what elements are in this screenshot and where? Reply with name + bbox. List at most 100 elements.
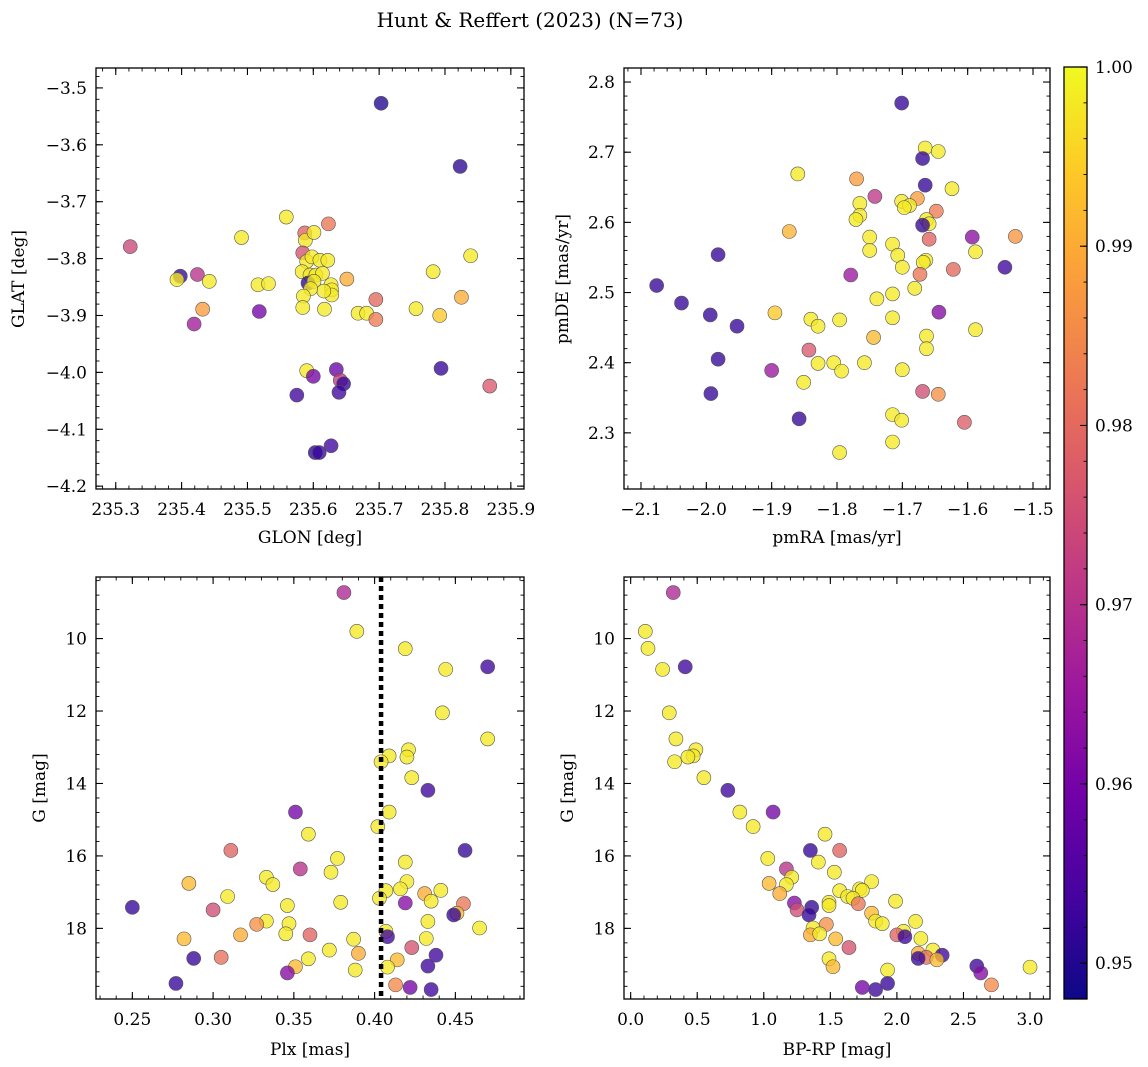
scatter-point <box>330 851 345 866</box>
scatter-point <box>827 864 842 880</box>
scatter-point <box>866 330 881 345</box>
scatter-point <box>825 959 841 975</box>
scatter-point <box>880 962 895 978</box>
scatter-point <box>322 942 337 958</box>
scatter-point <box>921 231 937 247</box>
scatter-point <box>190 267 205 282</box>
scatter-point <box>1022 959 1038 975</box>
scatter-point <box>261 276 276 291</box>
figure-title: Hunt & Reffert (2023) (N=73) <box>377 8 684 32</box>
scatter-point <box>463 248 478 264</box>
y-tick-label: −3.5 <box>46 79 87 99</box>
x-tick-label: 2.0 <box>883 1010 910 1030</box>
scatter-point <box>817 826 833 842</box>
scatter-point <box>702 307 718 323</box>
axes-frame <box>623 576 1051 1000</box>
scatter-point <box>897 929 913 944</box>
y-tick-label: 2.8 <box>588 73 615 93</box>
scatter-point <box>832 445 847 460</box>
x-tick-label: 1.5 <box>817 1010 844 1030</box>
x-tick-label: 3.0 <box>1017 1010 1044 1030</box>
scatter-point <box>677 659 693 675</box>
scatter-point <box>929 203 944 219</box>
scatter-point <box>821 898 837 913</box>
scatter-point <box>760 851 776 866</box>
scatter-point <box>894 412 909 428</box>
scatter-point <box>867 189 883 204</box>
y-tick-label: 16 <box>593 847 615 867</box>
y-tick-label: 14 <box>593 774 615 794</box>
scatter-point <box>380 929 395 944</box>
x-tick-label: 0.40 <box>356 1010 394 1030</box>
x-tick-label: 235.5 <box>223 500 272 520</box>
scatter-point <box>420 958 436 974</box>
scatter-point <box>302 927 318 943</box>
y-tick-label: 16 <box>65 847 87 867</box>
scatter-point <box>423 982 439 997</box>
scatter-point <box>765 804 781 820</box>
scatter-point <box>433 361 449 376</box>
x-tick-label: −2.0 <box>686 500 727 520</box>
x-axis-label: GLON [deg] <box>258 528 362 548</box>
x-tick-label: 0.5 <box>684 1010 711 1030</box>
scatter-point <box>311 445 327 460</box>
scatter-point <box>195 301 210 317</box>
scatter-point <box>169 272 185 287</box>
scatter-point <box>251 304 267 319</box>
scatter-point <box>347 962 363 978</box>
y-tick-label: 10 <box>65 630 87 650</box>
colorbar-tick-label: 0.97 <box>1095 596 1133 616</box>
scatter-point <box>668 731 684 747</box>
x-tick-label: −1.8 <box>816 500 857 520</box>
scatter-point <box>915 151 930 166</box>
scatter-point <box>472 920 487 936</box>
scatter-point <box>919 328 934 344</box>
scatter-point <box>393 881 408 897</box>
scatter-point <box>234 230 249 245</box>
scatter-point <box>454 289 469 305</box>
scatter-point <box>910 951 926 966</box>
scatter-point <box>680 749 696 765</box>
scatter-point <box>869 291 885 307</box>
scatter-point <box>796 375 811 390</box>
scatter-point <box>1008 229 1023 244</box>
y-tick-label: −4.2 <box>46 477 87 497</box>
scatter-point <box>894 95 909 111</box>
scatter-point <box>848 212 864 227</box>
x-tick-label: −2.1 <box>620 500 661 520</box>
panel-proper-motion: −2.1 −2.0 −1.9 −1.8 −1.7 −1.6 −1.5 2.3 2.4 2.5 2.6… <box>553 67 1054 548</box>
scatter-point <box>957 415 972 430</box>
scatter-point <box>388 977 403 993</box>
y-tick-label: 12 <box>593 702 615 722</box>
scatter-point <box>305 369 321 384</box>
scatter-point <box>351 946 366 961</box>
scatter-point <box>220 889 235 904</box>
scatter-point <box>649 278 664 293</box>
y-axis-label: pmDE [mas/yr] <box>553 214 573 344</box>
scatter-point <box>346 931 361 947</box>
x-tick-label: 0.45 <box>436 1010 474 1030</box>
x-tick-label: −1.7 <box>882 500 923 520</box>
scatter-point <box>732 804 748 820</box>
scatter-point <box>930 144 946 159</box>
scatter-point <box>854 883 870 898</box>
scatter-point <box>249 917 265 932</box>
scatter-point <box>832 312 847 328</box>
scatter-point <box>810 356 826 371</box>
scatter-point <box>205 902 221 918</box>
scatter-point <box>428 947 444 963</box>
scatter-point <box>408 301 424 316</box>
colorbar-tick-label: 1.00 <box>1095 58 1133 78</box>
scatter-point <box>213 950 229 965</box>
x-tick-label: −1.9 <box>751 500 792 520</box>
y-tick-label: 2.7 <box>588 143 615 163</box>
scatter-point <box>832 843 847 858</box>
scatter-point <box>915 384 930 399</box>
colorbar-frame <box>1063 66 1088 1000</box>
scatter-point <box>125 900 140 915</box>
scatter-point <box>801 907 817 923</box>
scatter-point <box>803 843 818 858</box>
scatter-point <box>764 363 779 378</box>
scatter-point <box>293 861 308 877</box>
